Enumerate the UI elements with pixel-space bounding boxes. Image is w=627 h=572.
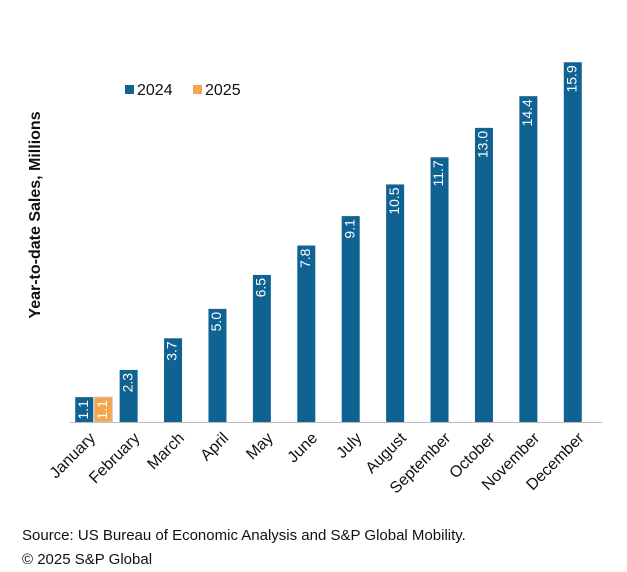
- data-label: 11.7: [430, 160, 446, 186]
- legend-swatch: [125, 85, 134, 94]
- data-label: 7.8: [297, 248, 313, 268]
- x-tick-label: July: [333, 430, 365, 462]
- bar: [252, 274, 271, 422]
- data-label: 10.5: [386, 187, 402, 214]
- bar: [386, 184, 405, 422]
- x-tick-label: June: [285, 430, 322, 467]
- bar: [208, 308, 227, 422]
- bar: [519, 96, 538, 422]
- data-label: 3.7: [164, 341, 180, 361]
- data-label: 15.9: [563, 65, 579, 92]
- copyright: © 2025 S&P Global: [22, 551, 152, 568]
- data-label: 2.3: [119, 373, 135, 393]
- data-label: 1.1: [75, 400, 91, 420]
- legend-label: 2025: [205, 82, 241, 99]
- bar: [93, 396, 113, 423]
- bar: [297, 245, 316, 422]
- x-tick-label: March: [144, 430, 187, 473]
- bar: [75, 397, 94, 422]
- bar: [474, 127, 493, 422]
- legend-label: 2024: [137, 82, 173, 99]
- data-label: 13.0: [475, 131, 491, 158]
- bar: [164, 338, 183, 422]
- bar: [119, 369, 138, 422]
- data-label: 9.1: [341, 219, 357, 239]
- bar: [341, 216, 360, 422]
- bar: [563, 62, 582, 422]
- bar: [430, 157, 449, 422]
- data-label: 1.1: [94, 400, 110, 420]
- data-label: 14.4: [519, 99, 535, 126]
- x-tick-label: May: [243, 430, 276, 463]
- data-label: 6.5: [253, 278, 269, 298]
- x-tick-label: April: [198, 430, 233, 465]
- legend-swatch: [193, 85, 202, 94]
- y-axis-label: Year-to-date Sales, Millions: [27, 111, 44, 318]
- source: Source: US Bureau of Economic Analysis a…: [22, 527, 466, 544]
- data-label: 5.0: [208, 312, 224, 332]
